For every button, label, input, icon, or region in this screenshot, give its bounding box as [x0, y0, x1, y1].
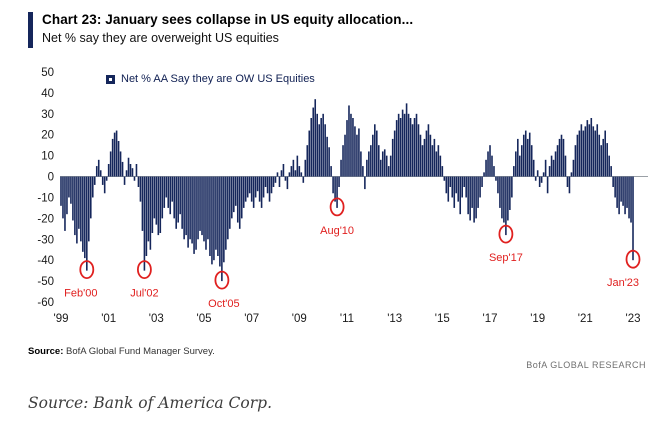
- equity-allocation-bar-chart: 50 40 30 20 10 0 -10 -20 -30 -40 -50 -60'99 '01 '03 '0…: [37, 67, 648, 325]
- accent-bar: [28, 12, 33, 48]
- svg-text:0: 0: [48, 172, 54, 184]
- svg-text:'03: '03: [149, 313, 164, 325]
- svg-text:Sep'17: Sep'17: [489, 252, 523, 264]
- svg-text:Jul'02: Jul'02: [130, 288, 158, 300]
- svg-text:-20: -20: [37, 213, 54, 225]
- source-text: BofA Global Fund Manager Survey.: [63, 346, 215, 357]
- svg-text:'99: '99: [54, 313, 69, 325]
- svg-text:40: 40: [41, 88, 54, 100]
- chart-subtitle: Net % say they are overweight US equitie…: [42, 31, 279, 45]
- svg-text:50: 50: [41, 67, 54, 79]
- chart-legend: Net % AA Say they are OW US Equities: [106, 73, 315, 85]
- svg-text:10: 10: [41, 151, 54, 163]
- svg-text:Feb'00: Feb'00: [64, 288, 97, 300]
- svg-text:'23: '23: [626, 313, 641, 325]
- svg-text:Jan'23: Jan'23: [607, 277, 639, 289]
- svg-text:'19: '19: [530, 313, 545, 325]
- svg-text:-30: -30: [37, 234, 54, 246]
- svg-text:Aug'10: Aug'10: [320, 225, 354, 237]
- header-text: Chart 23: January sees collapse in US eq…: [42, 12, 413, 48]
- svg-text:30: 30: [41, 109, 54, 121]
- svg-text:Oct'05: Oct'05: [208, 298, 239, 310]
- svg-text:20: 20: [41, 130, 54, 142]
- svg-text:'05: '05: [197, 313, 212, 325]
- svg-text:-40: -40: [37, 255, 54, 267]
- svg-text:-60: -60: [37, 297, 54, 309]
- svg-text:'01: '01: [101, 313, 116, 325]
- source-label: Source:: [28, 346, 64, 357]
- chart-source: Source: BofA Global Fund Manager Survey.: [28, 346, 215, 357]
- brand-mark: BofA GLOBAL RESEARCH: [526, 360, 646, 370]
- svg-text:'11: '11: [340, 313, 354, 325]
- svg-text:'09: '09: [292, 313, 307, 325]
- chart-area: 50 40 30 20 10 0 -10 -20 -30 -40 -50 -60'99 '01 '03 '0…: [22, 62, 650, 337]
- svg-text:'07: '07: [244, 313, 259, 325]
- svg-text:'15: '15: [435, 313, 450, 325]
- svg-text:'13: '13: [387, 313, 402, 325]
- svg-text:'21: '21: [578, 313, 593, 325]
- svg-text:'17: '17: [483, 313, 498, 325]
- page-caption: Source: Bank of America Corp.: [28, 394, 273, 412]
- svg-text:-10: -10: [37, 192, 54, 204]
- svg-text:-50: -50: [37, 276, 54, 288]
- chart-header: Chart 23: January sees collapse in US eq…: [28, 12, 413, 48]
- chart-title: Chart 23: January sees collapse in US eq…: [42, 12, 414, 27]
- legend-label: Net % AA Say they are OW US Equities: [121, 73, 315, 85]
- legend-marker-icon: [106, 74, 115, 84]
